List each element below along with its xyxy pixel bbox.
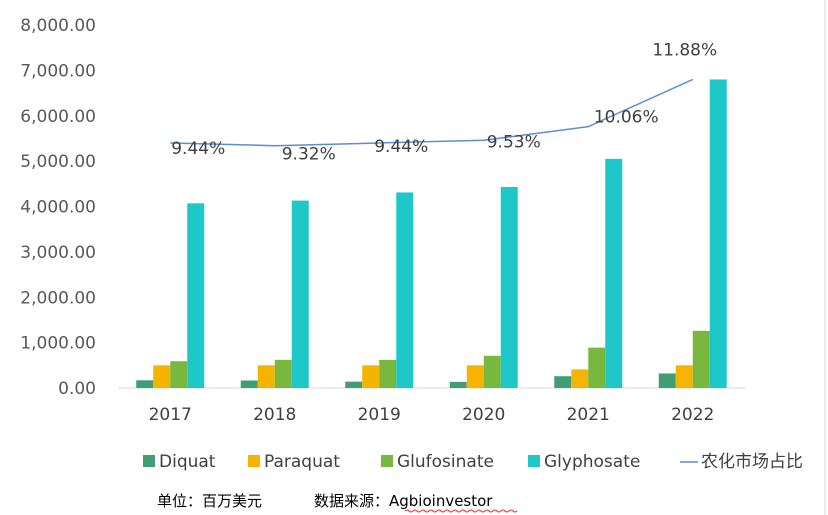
bar-diquat-2019	[345, 381, 363, 388]
y-tick-label: 7,000.00	[20, 61, 96, 81]
y-tick-label: 4,000.00	[20, 198, 96, 218]
bar-paraquat-2018	[257, 365, 275, 388]
line-data-label: 9.44%	[171, 139, 225, 159]
bar-glyphosate-2020	[500, 186, 518, 388]
bar-paraquat-2017	[153, 365, 171, 388]
bar-diquat-2021	[554, 376, 572, 388]
bar-glyphosate-2018	[291, 200, 309, 388]
bar-diquat-2020	[449, 381, 467, 388]
legend-swatch	[248, 455, 260, 467]
y-tick-label: 0.00	[58, 379, 96, 399]
bar-diquat-2022	[658, 373, 676, 388]
unit-note: 单位：百万美元	[157, 492, 262, 510]
y-tick-label: 2,000.00	[20, 288, 96, 308]
bar-glufosinate-2017	[170, 361, 188, 388]
line-data-label: 9.53%	[487, 132, 541, 152]
bar-glufosinate-2019	[379, 359, 397, 388]
x-tick-label: 2018	[253, 405, 296, 425]
bar-paraquat-2021	[571, 369, 589, 388]
legend-label: Diquat	[159, 452, 216, 472]
bar-glufosinate-2020	[483, 355, 501, 388]
y-tick-label: 1,000.00	[20, 334, 96, 354]
bar-glufosinate-2018	[274, 359, 292, 388]
legend-swatch	[528, 455, 540, 467]
line-data-label: 10.06%	[594, 108, 659, 128]
x-tick-label: 2020	[462, 405, 505, 425]
legend-label: Glufosinate	[397, 452, 494, 472]
line-data-label: 11.88%	[652, 40, 717, 60]
bar-glufosinate-2022	[692, 330, 710, 388]
bar-glufosinate-2021	[588, 347, 606, 388]
legend-swatch	[143, 455, 155, 467]
y-tick-label: 8,000.00	[20, 16, 96, 36]
line-share	[170, 78, 694, 147]
bar-glyphosate-2019	[396, 192, 414, 388]
y-tick-label: 6,000.00	[20, 107, 96, 127]
x-tick-label: 2019	[358, 405, 401, 425]
line-data-label: 9.32%	[282, 145, 336, 165]
legend-label: 农化市场占比	[701, 452, 803, 472]
x-tick-label: 2017	[149, 405, 192, 425]
x-tick-label: 2021	[567, 405, 610, 425]
source-note: 数据来源：Agbioinvestor	[314, 492, 493, 510]
legend-label: Paraquat	[264, 452, 340, 472]
source-squiggle	[404, 509, 518, 513]
bar-glyphosate-2022	[709, 79, 727, 388]
bar-glyphosate-2021	[605, 158, 623, 388]
legend-swatch	[381, 455, 393, 467]
legend-label: Glyphosate	[544, 452, 640, 472]
x-tick-label: 2022	[671, 405, 714, 425]
bar-paraquat-2022	[675, 365, 693, 388]
bar-glyphosate-2017	[187, 203, 205, 388]
bar-diquat-2017	[136, 380, 154, 388]
line-data-label: 9.44%	[374, 137, 428, 157]
bar-paraquat-2019	[362, 365, 380, 388]
y-tick-label: 3,000.00	[20, 243, 96, 263]
bar-diquat-2018	[240, 380, 258, 388]
bar-paraquat-2020	[466, 365, 484, 388]
y-tick-label: 5,000.00	[20, 152, 96, 172]
